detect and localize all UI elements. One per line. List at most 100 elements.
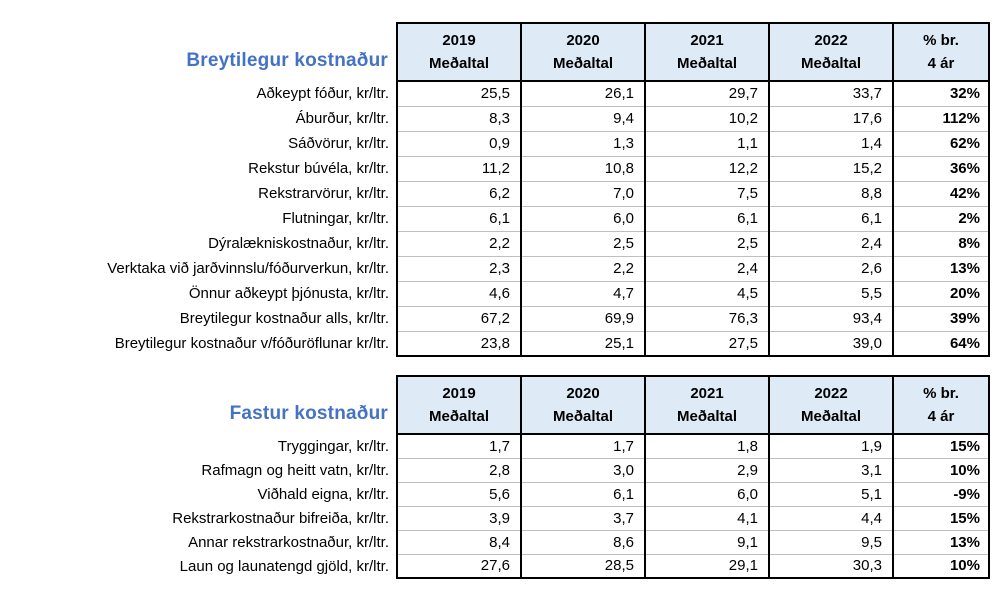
row-label: Dýralækniskostnaður, kr/ltr. — [208, 235, 389, 252]
average-label: Meðaltal — [428, 408, 489, 425]
row-label: Önnur aðkeypt þjónusta, kr/ltr. — [188, 285, 389, 302]
row-label: Laun og launatengd gjöld, kr/ltr. — [179, 557, 389, 575]
value-cell: 5,1 — [768, 482, 893, 507]
average-label: Meðaltal — [676, 408, 737, 425]
value-cell: 6,1 — [520, 482, 645, 507]
section-title: Fastur kostnaður — [229, 403, 388, 424]
value-cell: 2,9 — [644, 458, 769, 483]
variable-cost-table-body: Aðkeypt fóður, kr/ltr. 25,5 26,1 29,7 33,7 32… — [0, 81, 990, 357]
value-cell: 4,6 — [396, 281, 521, 307]
value-cell: 29,7 — [644, 81, 769, 107]
value-cell: 29,1 — [644, 554, 769, 579]
year-header-cell: 2021 Meðaltal — [644, 375, 770, 435]
year-label: 2020 — [566, 384, 600, 402]
value-cell: 5,6 — [396, 482, 521, 507]
year-label: 2022 — [814, 31, 848, 49]
row-label: Rafmagn og heitt vatn, kr/ltr. — [201, 461, 389, 479]
pct-change-cell: 13% — [892, 256, 990, 282]
value-cell: 39,0 — [768, 331, 893, 357]
section-title-cell: Breytilegur kostnaður — [0, 23, 397, 81]
value-cell: 2,5 — [520, 231, 645, 257]
value-cell: 76,3 — [644, 306, 769, 332]
table-row: Rekstrarkostnaður bifreiða, kr/ltr. 3,9 3,… — [0, 506, 990, 531]
fixed-cost-table: Fastur kostnaður 2019 Meðaltal 2020 Meðaltal… — [0, 375, 990, 579]
row-label: Aðkeypt fóður, kr/ltr. — [256, 85, 389, 102]
row-label: Breytilegur kostnaður v/fóðuröflunar kr/… — [114, 335, 389, 352]
table-row: Verktaka við jarðvinnslu/fóðurverkun, kr… — [0, 256, 990, 282]
row-label: Sáðvörur, kr/ltr. — [288, 135, 389, 152]
value-cell: 6,1 — [644, 206, 769, 232]
average-label: Meðaltal — [552, 408, 613, 425]
value-cell: 3,0 — [520, 458, 645, 483]
table-row: Flutningar, kr/ltr. 6,1 6,0 6,1 6,1 2% — [0, 206, 990, 232]
pct-change-cell: 39% — [892, 306, 990, 332]
row-label: Viðhald eigna, kr/ltr. — [257, 485, 389, 503]
value-cell: 12,2 — [644, 156, 769, 182]
pct-change-cell: 10% — [892, 458, 990, 483]
value-cell: 4,7 — [520, 281, 645, 307]
value-cell: 1,1 — [644, 131, 769, 157]
table-row: Tryggingar, kr/ltr. 1,7 1,7 1,8 1,9 15% — [0, 434, 990, 459]
value-cell: 4,1 — [644, 506, 769, 531]
row-label: Breytilegur kostnaður alls, kr/ltr. — [179, 310, 389, 327]
value-cell: 7,0 — [520, 181, 645, 207]
section-title-cell: Fastur kostnaður — [0, 376, 397, 434]
row-label: Áburður, kr/ltr. — [295, 110, 389, 127]
average-label: Meðaltal — [676, 55, 737, 72]
year-header-cell: 2019 Meðaltal — [396, 22, 522, 82]
value-cell: 67,2 — [396, 306, 521, 332]
table-row: Laun og launatengd gjöld, kr/ltr. 27,6 28,… — [0, 554, 990, 579]
pct-change-cell: 13% — [892, 530, 990, 555]
section-title: Breytilegur kostnaður — [186, 50, 388, 71]
fixed-cost-table-body: Tryggingar, kr/ltr. 1,7 1,7 1,8 1,9 15% Rafmag… — [0, 434, 990, 579]
header-row: Breytilegur kostnaður 2019 Meðaltal 2020 Með… — [0, 22, 990, 82]
pct-change-cell: 15% — [892, 506, 990, 531]
table-row: Viðhald eigna, kr/ltr. 5,6 6,1 6,0 5,1 -9% — [0, 482, 990, 507]
pct-change-cell: 2% — [892, 206, 990, 232]
value-cell: 4,4 — [768, 506, 893, 531]
average-label: Meðaltal — [428, 55, 489, 72]
value-cell: 3,7 — [520, 506, 645, 531]
value-cell: 1,7 — [520, 434, 645, 459]
table-row: Annar rekstrarkostnaður, kr/ltr. 8,4 8,6 9,… — [0, 530, 990, 555]
variable-cost-table-header: Breytilegur kostnaður 2019 Meðaltal 2020 Með… — [0, 22, 990, 82]
value-cell: 2,4 — [768, 231, 893, 257]
table-row: Breytilegur kostnaður v/fóðuröflunar kr/… — [0, 331, 990, 357]
value-cell: 2,2 — [396, 231, 521, 257]
row-label: Rekstur búvéla, kr/ltr. — [248, 160, 389, 177]
pct-change-cell: 8% — [892, 231, 990, 257]
value-cell: 6,2 — [396, 181, 521, 207]
value-cell: 9,1 — [644, 530, 769, 555]
row-label: Verktaka við jarðvinnslu/fóðurverkun, kr… — [107, 260, 389, 277]
pct-change-label-line2: 4 ár — [927, 55, 955, 72]
value-cell: 2,4 — [644, 256, 769, 282]
pct-change-label-line1: % br. — [923, 384, 959, 402]
value-cell: 15,2 — [768, 156, 893, 182]
pct-change-label-line1: % br. — [923, 31, 959, 49]
row-label: Rekstrarvörur, kr/ltr. — [258, 185, 389, 202]
table-row: Áburður, kr/ltr. 8,3 9,4 10,2 17,6 112% — [0, 106, 990, 132]
year-header-cell: 2020 Meðaltal — [520, 375, 646, 435]
value-cell: 9,4 — [520, 106, 645, 132]
value-cell: 7,5 — [644, 181, 769, 207]
header-row: Fastur kostnaður 2019 Meðaltal 2020 Meðaltal… — [0, 375, 990, 435]
value-cell: 25,5 — [396, 81, 521, 107]
value-cell: 1,4 — [768, 131, 893, 157]
value-cell: 1,8 — [644, 434, 769, 459]
year-header-cell: 2022 Meðaltal — [768, 375, 894, 435]
value-cell: 9,5 — [768, 530, 893, 555]
pct-change-cell: 32% — [892, 81, 990, 107]
pct-change-cell: 10% — [892, 554, 990, 579]
value-cell: 69,9 — [520, 306, 645, 332]
pct-change-cell: 15% — [892, 434, 990, 459]
average-label: Meðaltal — [800, 408, 861, 425]
row-label: Flutningar, kr/ltr. — [282, 210, 389, 227]
value-cell: 23,8 — [396, 331, 521, 357]
value-cell: 8,4 — [396, 530, 521, 555]
value-cell: 6,1 — [768, 206, 893, 232]
value-cell: 1,7 — [396, 434, 521, 459]
value-cell: 26,1 — [520, 81, 645, 107]
pct-change-cell: 42% — [892, 181, 990, 207]
tables-wrap: Breytilegur kostnaður 2019 Meðaltal 2020 Með… — [0, 22, 990, 579]
value-cell: 3,1 — [768, 458, 893, 483]
